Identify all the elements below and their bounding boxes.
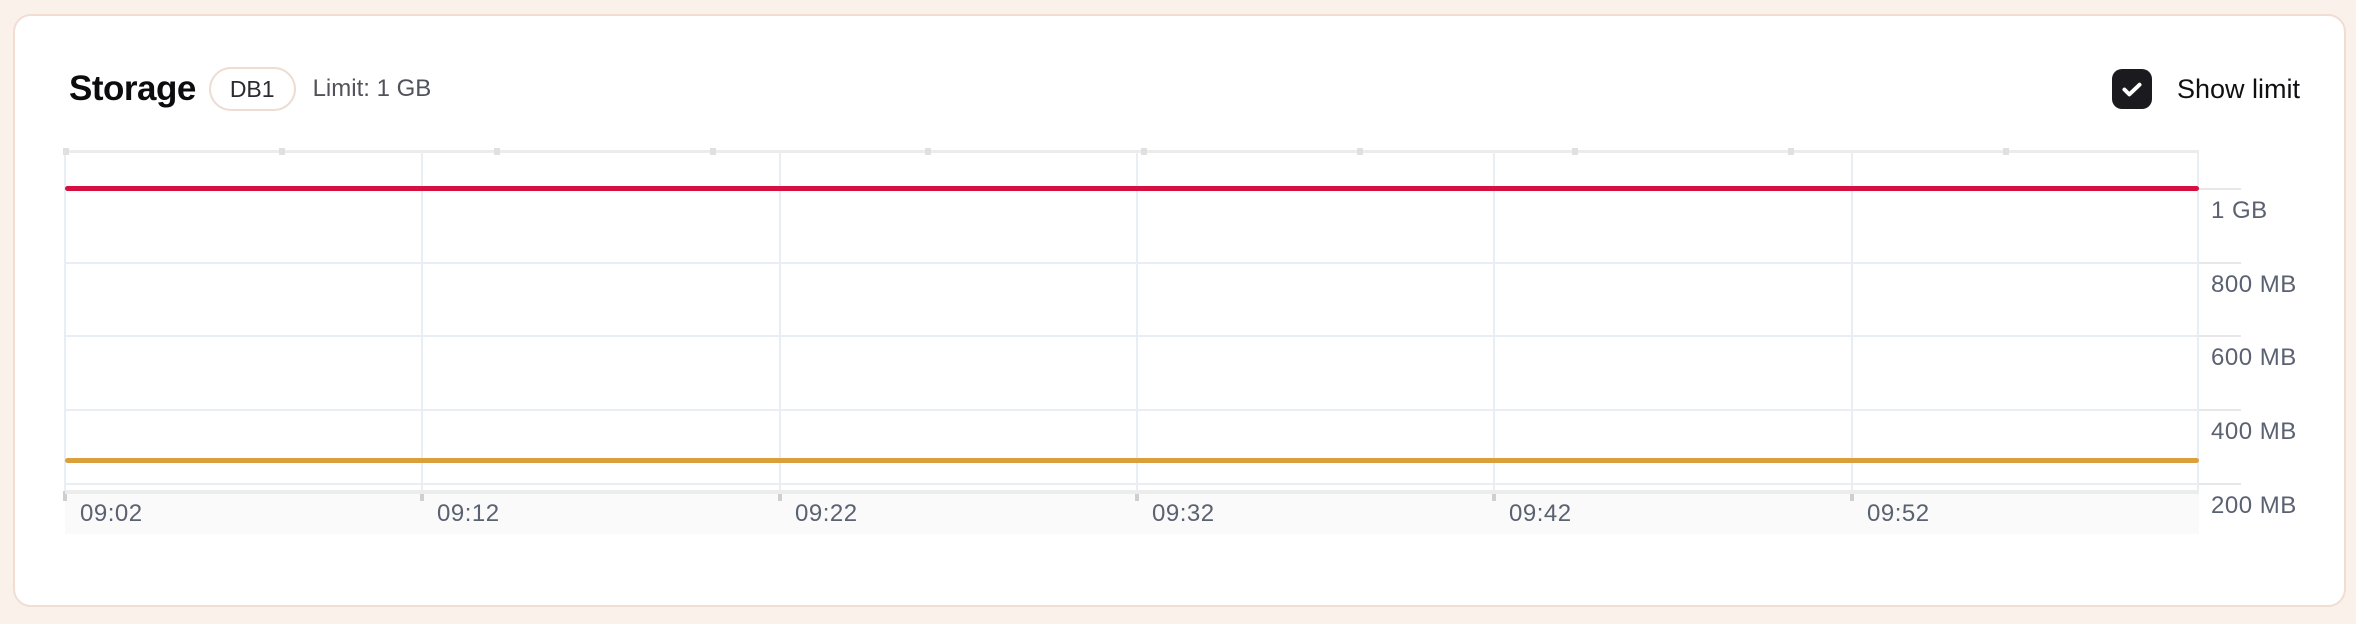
top-tick-mark (925, 148, 931, 155)
x-tick-mark (778, 491, 782, 501)
top-tick-mark (1572, 148, 1578, 155)
top-tick-mark (1357, 148, 1363, 155)
gridline-y (65, 483, 2199, 485)
gridline-y (65, 335, 2199, 337)
top-tick-mark (63, 148, 69, 155)
x-tick-label: 09:02 (80, 500, 143, 527)
x-tick-label: 09:32 (1152, 500, 1215, 527)
storage-chart: 09:02 09:12 09:22 09:32 09:42 09:52 1 GB 800 MB… (63, 148, 2296, 534)
storage-card: Storage DB1 Limit: 1 GB Show limit 09:02… (13, 14, 2346, 607)
card-header: Storage DB1 Limit: 1 GB (69, 66, 431, 112)
y-tick-label: 800 MB (2211, 271, 2297, 298)
y-tick-mark (2199, 188, 2241, 190)
top-tick-mark (494, 148, 500, 155)
y-tick-label: 1 GB (2211, 197, 2268, 224)
x-tick-label: 09:42 (1509, 500, 1572, 527)
gridline-x (1493, 152, 1495, 491)
plot-border-right (2197, 152, 2199, 491)
top-tick-mark (2003, 148, 2009, 155)
x-tick-label: 09:12 (437, 500, 500, 527)
x-tick-mark (1135, 491, 1139, 501)
y-tick-label: 400 MB (2211, 418, 2297, 445)
x-tick-mark (1850, 491, 1854, 501)
y-tick-label: 200 MB (2211, 492, 2297, 519)
gridline-x (64, 152, 66, 491)
x-tick-mark (420, 491, 424, 501)
limit-line (65, 186, 2199, 191)
gridline-x (1136, 152, 1138, 491)
y-tick-mark (2199, 262, 2241, 264)
y-tick-mark (2199, 483, 2241, 485)
x-tick-mark (63, 491, 67, 501)
show-limit-control: Show limit (2111, 66, 2300, 112)
usage-line (65, 458, 2199, 463)
limit-label: Limit: 1 GB (312, 75, 432, 102)
top-tick-mark (1788, 148, 1794, 155)
top-tick-mark (1141, 148, 1147, 155)
x-tick-label: 09:22 (795, 500, 858, 527)
x-tick-mark (1492, 491, 1496, 501)
show-limit-checkbox[interactable] (2111, 69, 2152, 109)
y-tick-label: 600 MB (2211, 344, 2297, 371)
page-title: Storage (69, 69, 196, 108)
db-badge: DB1 (208, 67, 296, 111)
y-tick-mark (2199, 409, 2241, 411)
gridline-x (421, 152, 423, 491)
show-limit-label: Show limit (2176, 73, 2300, 104)
axis-line-top (65, 150, 2199, 153)
db-badge-label: DB1 (229, 75, 275, 102)
x-tick-label: 09:52 (1867, 500, 1930, 527)
gridline-y (65, 409, 2199, 411)
top-tick-mark (279, 148, 285, 155)
checkmark-icon (2119, 76, 2145, 102)
axis-line-bottom (65, 490, 2199, 494)
gridline-y (65, 262, 2199, 264)
top-tick-mark (710, 148, 716, 155)
y-tick-mark (2199, 335, 2241, 337)
gridline-x (779, 152, 781, 491)
gridline-x (1851, 152, 1853, 491)
